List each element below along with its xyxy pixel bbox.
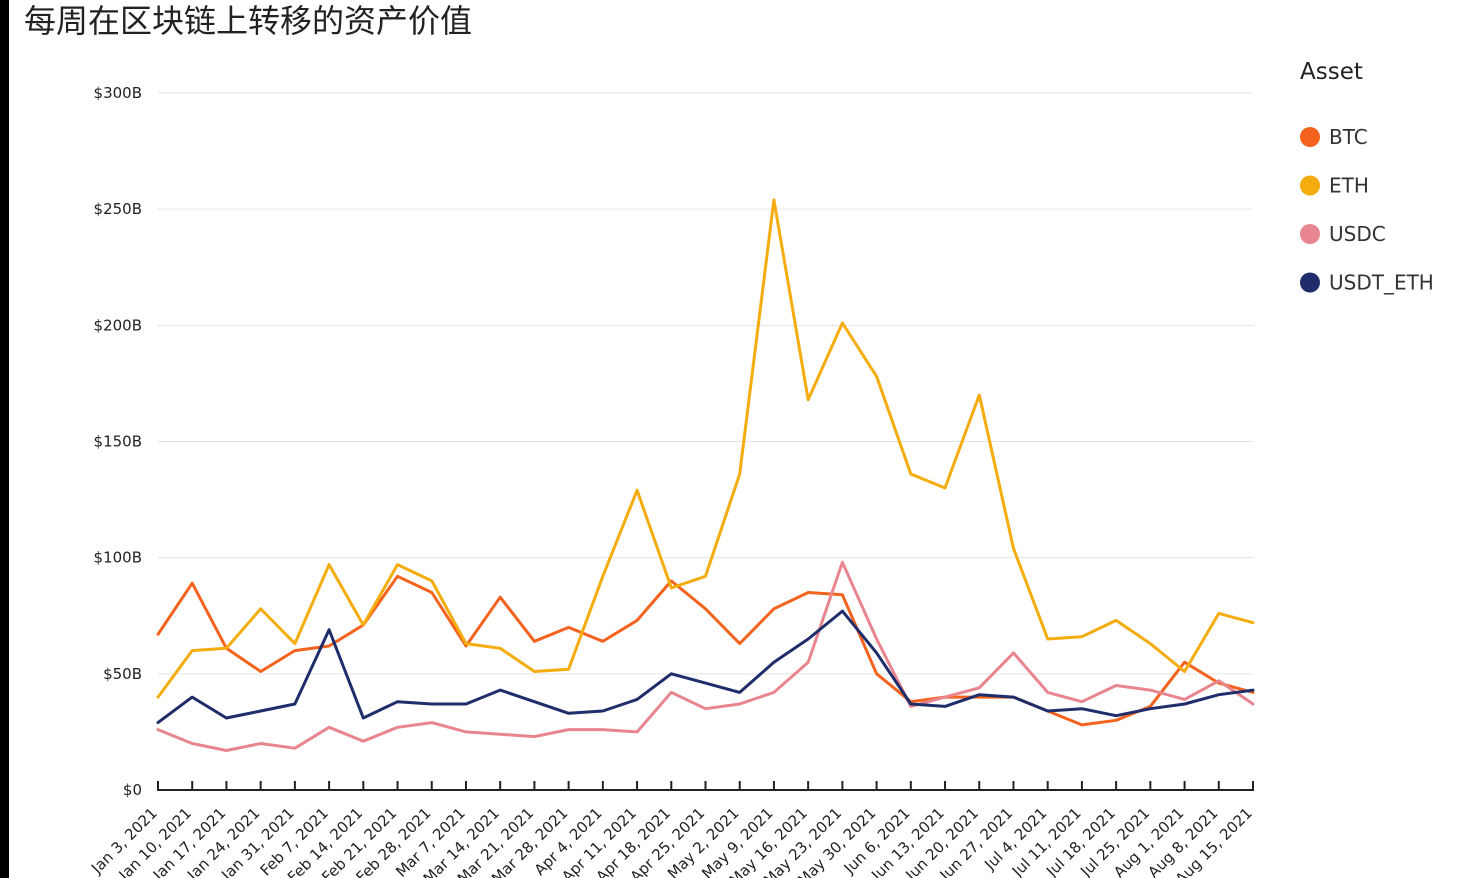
legend-swatch [1300,127,1320,147]
y-tick-label: $0 [123,781,142,799]
chart-title: 每周在区块链上转移的资产价值 [24,2,473,40]
y-tick-label: $50B [103,665,142,683]
legend-label: BTC [1329,125,1368,149]
y-tick-label: $100B [94,549,142,567]
series-line-btc [156,574,1255,727]
y-tick-label: $200B [94,316,142,334]
y-tick-label: $300B [94,84,142,102]
series-line-usdc [156,560,1255,752]
series-line-usdt-eth [156,609,1255,725]
legend-swatch [1300,175,1320,196]
legend-swatch [1300,224,1320,244]
left-border-bar [0,0,9,878]
y-tick-label: $250B [94,200,142,218]
grid-lines [158,92,1253,675]
legend: Asset BTC ETH USDC USDT_ETH [1300,59,1434,295]
y-axis: $0 $50B $100B $150B $200B $250B $300B [94,84,142,799]
legend-title: Asset [1300,59,1363,85]
series-line-eth [156,198,1255,699]
y-tick-label: $150B [94,433,142,451]
legend-label: ETH [1329,174,1369,198]
series-lines [156,198,1255,752]
legend-swatch [1300,272,1320,293]
legend-label: USDC [1329,222,1386,246]
legend-label: USDT_ETH [1329,271,1434,295]
